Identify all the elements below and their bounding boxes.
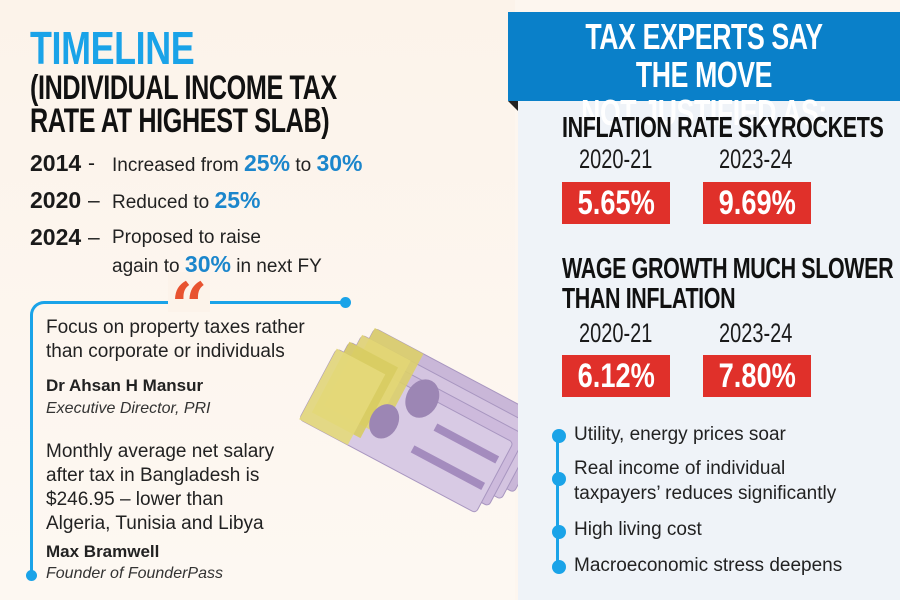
timeline-year: 2024: [30, 224, 82, 250]
quote-1-author: Dr Ahsan H Mansur: [46, 376, 204, 395]
quote-1-text: Focus on property taxes rather than corp…: [46, 316, 305, 364]
timeline-text: Increased from 25% to 30%: [112, 150, 363, 179]
quote-2-role: Founder of FounderPass: [46, 565, 223, 582]
bullet-dot-icon: [552, 472, 566, 486]
wage-title: WAGE GROWTH MUCH SLOWER THAN INFLATION: [562, 253, 894, 315]
highlight-rate: 25%: [244, 150, 291, 176]
timeline-text: Proposed to raise again to 30% in next F…: [112, 224, 322, 280]
text: in next FY: [230, 256, 322, 277]
bullet-item: taxpayers’ reduces significantly: [574, 483, 837, 504]
bullet-dot-icon: [552, 560, 566, 574]
quote-1-role: Executive Director, PRI: [46, 400, 211, 417]
timeline-dash: –: [88, 189, 100, 212]
wage-year-2: 2023-24: [719, 318, 793, 348]
wage-title-line: WAGE GROWTH MUCH SLOWER: [562, 253, 894, 285]
wage-year-1: 2020-21: [579, 318, 653, 348]
header-line: NOT JUSTIFIED AS:: [581, 92, 827, 133]
bullet-connector-line: [556, 435, 559, 565]
text: to: [290, 155, 317, 176]
timeline-subtitle-line1: (INDIVIDUAL INCOME TAX: [30, 69, 337, 107]
inflation-value: 9.69%: [718, 183, 796, 222]
bullet-item: High living cost: [574, 519, 702, 540]
bullet-item: Real income of individual: [574, 458, 786, 479]
inflation-value: 5.65%: [577, 183, 655, 222]
highlight-rate: 30%: [316, 150, 363, 176]
quote-line: Algeria, Tunisia and Libya: [46, 513, 264, 534]
timeline-year: 2014: [30, 150, 82, 176]
highlight-rate: 25%: [214, 187, 261, 213]
timeline-text: Reduced to 25%: [112, 187, 261, 216]
experts-header: TAX EXPERTS SAY THE MOVE NOT JUSTIFIED A…: [508, 12, 900, 132]
quote-line: $246.95 – lower than: [46, 489, 224, 510]
wage-value-2-badge: 7.80%: [703, 355, 811, 397]
inflation-value-2-badge: 9.69%: [703, 182, 811, 224]
inflation-year-2: 2023-24: [719, 144, 793, 174]
timeline-entry-2014: 2014 - Increased from 25% to 30%: [30, 150, 363, 179]
inflation-title: INFLATION RATE SKYROCKETS: [562, 112, 884, 144]
experts-header-text: TAX EXPERTS SAY THE MOVE NOT JUSTIFIED A…: [559, 18, 849, 132]
quote-line: Focus on property taxes rather: [46, 317, 305, 338]
text: Increased from: [112, 155, 244, 176]
quote-line: Monthly average net salary: [46, 441, 275, 462]
wage-value: 7.80%: [718, 356, 796, 395]
timeline-list: 2014 - Increased from 25% to 30% 2020 – …: [30, 150, 363, 288]
timeline-year: 2020: [30, 187, 82, 213]
quote-line: than corporate or individuals: [46, 341, 285, 362]
connector-dot: [26, 570, 37, 581]
wage-value-1-badge: 6.12%: [562, 355, 670, 397]
inflation-year-1: 2020-21: [579, 144, 653, 174]
connector-dot: [340, 297, 351, 308]
bullet-item: Utility, energy prices soar: [574, 424, 786, 445]
inflation-value-1-badge: 5.65%: [562, 182, 670, 224]
timeline-title: TIMELINE: [30, 22, 195, 74]
timeline-subtitle: (INDIVIDUAL INCOME TAX RATE AT HIGHEST S…: [30, 69, 337, 140]
banknotes-image: [299, 328, 525, 513]
timeline-entry-2020: 2020 – Reduced to 25%: [30, 187, 363, 216]
header-line: TAX EXPERTS SAY THE MOVE: [585, 16, 823, 95]
header-fold-shadow: [508, 101, 518, 111]
text: again to: [112, 256, 185, 277]
text: Proposed to raise: [112, 227, 261, 248]
bullet-dot-icon: [552, 429, 566, 443]
text: Reduced to: [112, 192, 215, 213]
quote-2-author: Max Bramwell: [46, 542, 160, 561]
quote-mark-icon: “: [168, 272, 210, 342]
timeline-dash: –: [88, 226, 100, 249]
quote-line: after tax in Bangladesh is: [46, 465, 260, 486]
timeline-subtitle-line2: RATE AT HIGHEST SLAB): [30, 102, 330, 140]
quote-2-text: Monthly average net salary after tax in …: [46, 440, 274, 536]
bullet-dot-icon: [552, 525, 566, 539]
timeline-entry-2024: 2024 – Proposed to raise again to 30% in…: [30, 224, 363, 280]
timeline-panel: [0, 0, 515, 600]
wage-title-line: THAN INFLATION: [562, 283, 736, 315]
wage-value: 6.12%: [577, 356, 655, 395]
timeline-dash: -: [88, 152, 95, 175]
bullet-item: Macroeconomic stress deepens: [574, 555, 843, 576]
